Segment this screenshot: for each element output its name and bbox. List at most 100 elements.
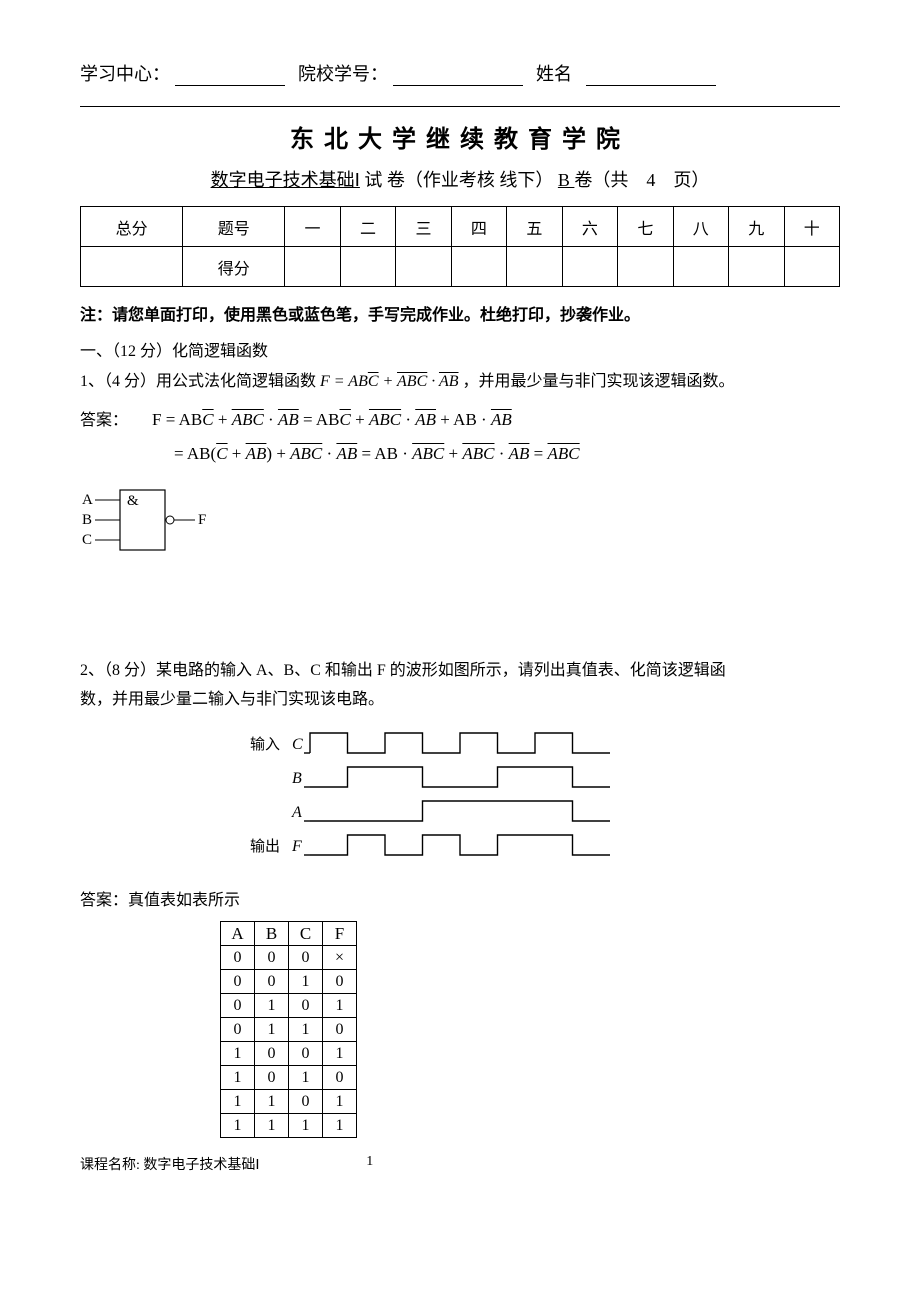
wave-signal-label: C [292, 736, 303, 753]
gate-output-f: F [198, 512, 206, 528]
score-header-cell: 题号 [183, 207, 285, 247]
truth-cell: 1 [255, 994, 289, 1018]
truth-cell: 0 [221, 1018, 255, 1042]
truth-cell: 0 [323, 1066, 357, 1090]
answer1-block: 答案： F = ABC + ABC · AB = ABC + ABC · AB … [80, 403, 840, 471]
truth-cell: 1 [255, 1018, 289, 1042]
truth-cell: 1 [255, 1114, 289, 1138]
truth-row: 1111 [221, 1114, 357, 1138]
score-header-cell: 六 [562, 207, 617, 247]
gate-input-c: C [82, 532, 92, 548]
horizontal-rule [80, 106, 840, 107]
school-id-label: 院校学号： [298, 64, 388, 84]
q1-plus: + [379, 373, 398, 390]
score-cell[interactable] [285, 247, 340, 287]
score-row-marks: 得分 [81, 247, 840, 287]
institution-title: 东北大学继续教育学院 [80, 119, 840, 154]
score-cell[interactable] [784, 247, 840, 287]
footer-course: 课程名称: 数字电子技术基础Ⅰ [80, 1154, 260, 1174]
score-cell[interactable] [618, 247, 673, 287]
truth-cell: 0 [255, 1066, 289, 1090]
score-cell[interactable] [673, 247, 728, 287]
truth-row: 1010 [221, 1066, 357, 1090]
score-cell[interactable] [729, 247, 784, 287]
score-header-cell: 五 [507, 207, 562, 247]
gate-input-b: B [82, 512, 92, 528]
subtitle-mid: 试 卷（作业考核 线下） [364, 170, 553, 190]
score-header-cell: 四 [451, 207, 506, 247]
gate-symbol: & [127, 493, 139, 509]
nand-gate-diagram: & A B C F [80, 485, 840, 570]
truth-cell: 0 [221, 946, 255, 970]
exam-subtitle: 数字电子技术基础Ⅰ 试 卷（作业考核 线下） B 卷（共 4 页） [80, 166, 840, 192]
truth-cell: 0 [221, 970, 255, 994]
course-name-underlined: 数字电子技术基础Ⅰ [211, 170, 360, 190]
truth-cell: 0 [323, 1018, 357, 1042]
truth-cell: 1 [323, 1114, 357, 1138]
score-table: 总分题号一二三四五六七八九十 得分 [80, 206, 840, 287]
question-2-line2: 数，并用最少量二输入与非门实现该电路。 [80, 687, 840, 713]
instruction-note: 注：请您单面打印，使用黑色或蓝色笔，手写完成作业。杜绝打印，抄袭作业。 [80, 301, 840, 325]
q1-ab-bar: AB [439, 373, 459, 390]
truth-cell: 1 [289, 970, 323, 994]
wave-signal-label: F [291, 838, 302, 855]
eq-line-2: = AB(C + AB) + ABC · AB = AB · ABC + ABC… [174, 444, 580, 463]
gate-input-a: A [82, 492, 93, 508]
score-cell[interactable] [340, 247, 395, 287]
score-cell[interactable] [396, 247, 451, 287]
question-2-line1: 2、（8 分）某电路的输入 A、B、C 和输出 F 的波形如图所示，请列出真值表… [80, 658, 840, 684]
gate-svg: & A B C F [80, 485, 240, 565]
learning-center-field[interactable] [175, 64, 285, 86]
truth-cell: 1 [289, 1114, 323, 1138]
q1-dot: · [427, 373, 439, 390]
waveform-svg: 输入 CBA 输出 F [250, 723, 670, 873]
truth-row: 0101 [221, 994, 357, 1018]
truth-cell: 1 [221, 1090, 255, 1114]
truth-cell: 0 [289, 1042, 323, 1066]
truth-row: 0010 [221, 970, 357, 994]
truth-table-header: ABCF [221, 922, 357, 946]
wave-signal-label: A [291, 804, 302, 821]
truth-cell: 1 [221, 1042, 255, 1066]
truth-cell: 0 [255, 970, 289, 994]
wave-group-label: 输入 [250, 736, 280, 753]
truth-header-cell: A [221, 922, 255, 946]
score-header-cell: 九 [729, 207, 784, 247]
truth-table: ABCF 000×0010010101101001101011011111 [220, 921, 357, 1138]
name-label: 姓名 [536, 64, 572, 84]
truth-cell: 0 [289, 946, 323, 970]
truth-cell: 0 [289, 1090, 323, 1114]
score-cell[interactable] [507, 247, 562, 287]
answer2-label: 答案：真值表如表所示 [80, 888, 840, 914]
truth-header-cell: B [255, 922, 289, 946]
wave-group-label: 输出 [250, 838, 280, 855]
q1-eq-lhs: F = AB [320, 373, 368, 390]
name-field[interactable] [586, 64, 716, 86]
subtitle-tail: 卷（共 4 页） [574, 170, 709, 190]
question-1: 1、（4 分）用公式法化简逻辑函数 F = ABC + ABC · AB ，并用… [80, 369, 840, 395]
score-header-cell: 一 [285, 207, 340, 247]
truth-table-body: 000×0010010101101001101011011111 [221, 946, 357, 1138]
wave-signal-label: B [292, 770, 302, 787]
truth-cell: 0 [323, 970, 357, 994]
score-row-header: 总分题号一二三四五六七八九十 [81, 207, 840, 247]
truth-cell: 1 [323, 1090, 357, 1114]
score-cell[interactable] [562, 247, 617, 287]
wave-path [310, 801, 610, 821]
truth-cell: 1 [255, 1090, 289, 1114]
score-cell[interactable] [451, 247, 506, 287]
eq-line-1: F = ABC + ABC · AB = ABC + ABC · AB + AB… [152, 410, 512, 429]
truth-cell: 0 [255, 946, 289, 970]
score-cell: 得分 [183, 247, 285, 287]
school-id-field[interactable] [393, 64, 523, 86]
truth-cell: 1 [323, 1042, 357, 1066]
truth-row: 1101 [221, 1090, 357, 1114]
wave-path [310, 733, 610, 753]
truth-row: 1001 [221, 1042, 357, 1066]
header-fill-line: 学习中心： 院校学号： 姓名 [80, 60, 840, 86]
spacer [80, 580, 840, 650]
truth-cell: 1 [221, 1114, 255, 1138]
truth-cell: 1 [289, 1018, 323, 1042]
truth-cell: 1 [289, 1066, 323, 1090]
truth-cell: 0 [255, 1042, 289, 1066]
